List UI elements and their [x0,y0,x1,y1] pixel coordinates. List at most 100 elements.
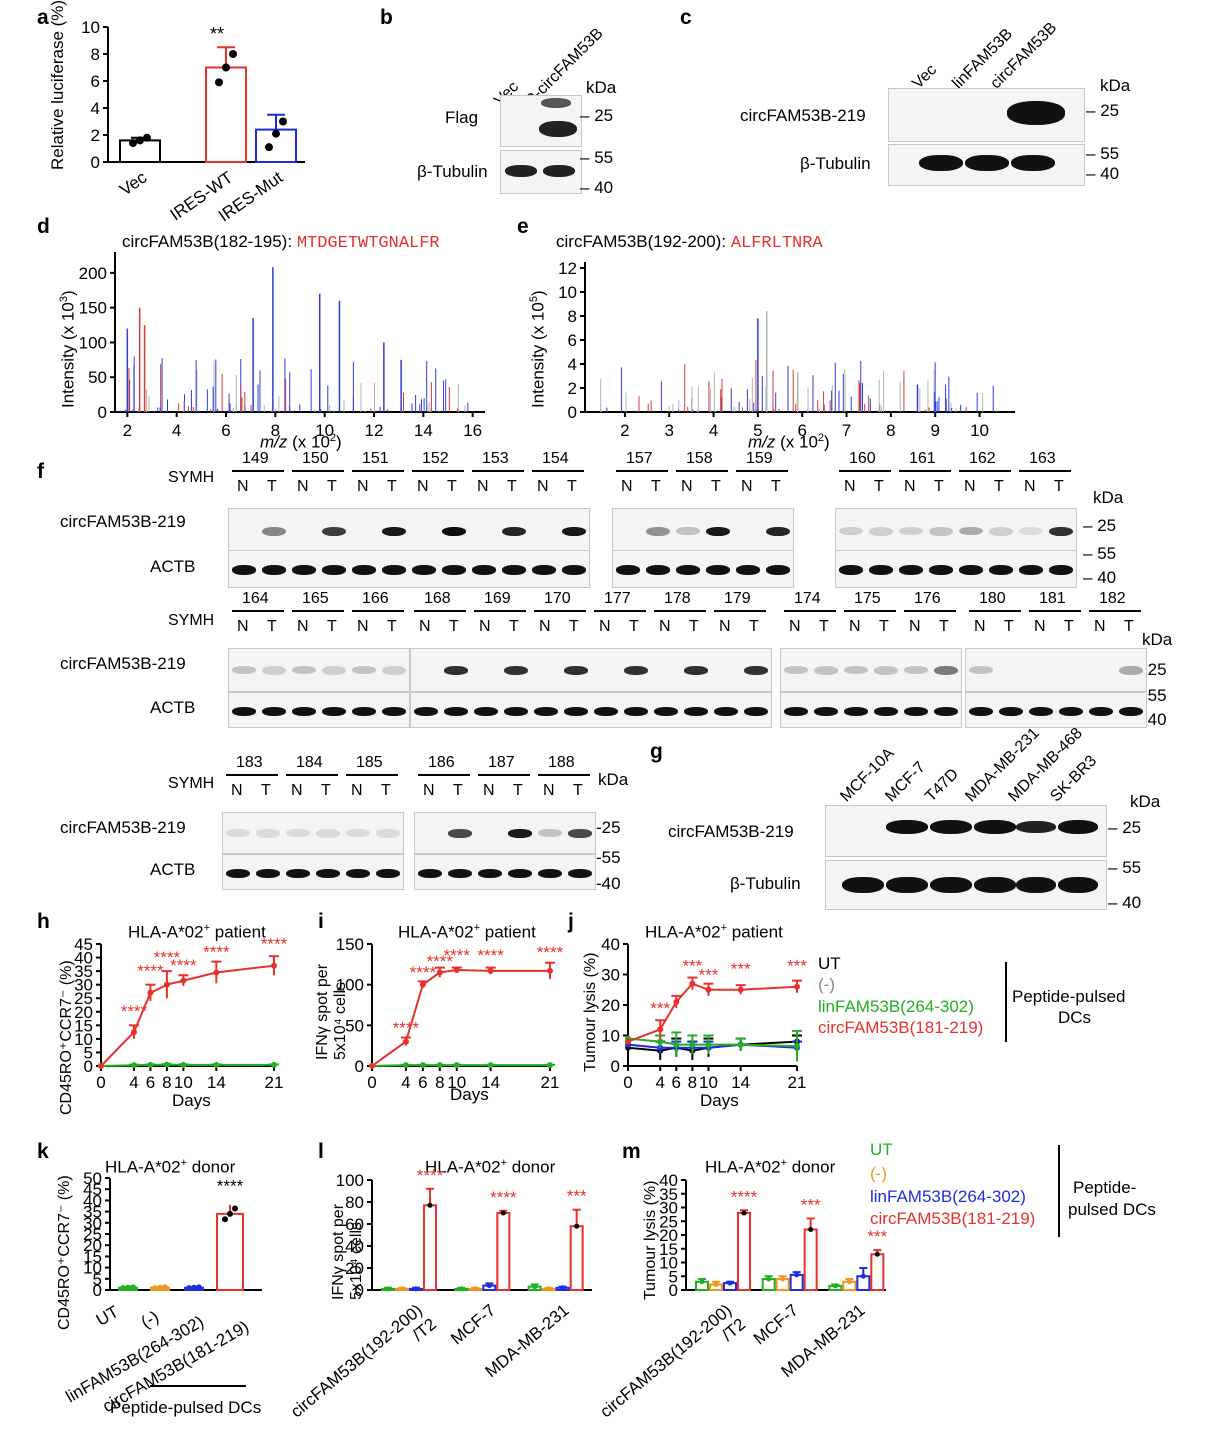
lane-group-line [532,470,584,472]
sample-id: 159 [746,450,773,467]
western-blot [612,550,794,588]
y-tick-label: 30 [659,1199,678,1218]
y-tick-label: 20 [659,1226,678,1245]
significance-label: **** [261,934,288,953]
sample-id: 157 [626,450,653,467]
significance-label: *** [801,1196,821,1215]
significance-label: **** [217,1176,244,1195]
band [1049,565,1073,576]
band [706,565,730,576]
data-point [673,998,680,1005]
data-point [625,1038,631,1045]
panel-l-title: HLA-A*02+ donor [425,1157,556,1177]
western-blot [888,88,1085,142]
band [262,565,286,576]
data-point [215,78,223,87]
marker-label: – 55 [580,148,614,167]
lane-group-line [346,774,398,776]
sample-id: 165 [302,590,329,607]
lane-group-line [226,774,278,776]
data-point [232,1205,238,1212]
data-point [222,63,230,72]
panel-k-bracket [150,1385,246,1387]
lane-n: N [1034,618,1046,635]
band [534,706,558,717]
data-point [705,986,712,993]
band [616,565,640,576]
y-tick-label: 15 [74,1016,93,1035]
band [654,706,678,717]
band [292,665,316,675]
panel-label-e: e [517,215,529,238]
panel-label-a: a [37,6,49,29]
band [1029,706,1053,717]
band [736,565,760,576]
data-point [180,977,187,984]
lane-n: N [1024,478,1036,495]
sample-id: 153 [482,450,509,467]
significance-label: **** [170,956,197,975]
sample-id: 152 [422,450,449,467]
y-tick-label: 0 [84,1057,93,1076]
panel-i-xlabel: Days [450,1085,489,1104]
band [226,829,250,837]
y-tick-label: 8 [568,307,577,326]
legend-item-neg: (-) [870,1164,887,1183]
panel-label-c: c [680,6,692,29]
significance-label: *** [787,956,807,975]
band [376,829,400,838]
band [874,665,898,676]
data-point [713,1282,719,1287]
y-tick-label: 100 [79,333,107,352]
lane-n: N [599,618,611,635]
lane-t: T [569,618,579,635]
data-point [780,1276,786,1282]
data-point [130,1029,137,1036]
lane-t: T [689,618,699,635]
x-tick-label: MCF-7 [750,1301,802,1349]
marker-label: – 55 [1083,544,1117,563]
data-point [120,1285,126,1292]
western-blot [222,854,404,890]
lane-group-line [292,610,344,612]
western-blot [835,508,1077,554]
data-point [152,1285,158,1292]
sample-id: 174 [794,590,821,607]
western-blot [228,692,410,728]
panel-j-xlabel: Days [700,1091,739,1110]
y-tick-label: 200 [79,264,107,283]
x-tick-label: 9 [930,421,939,440]
data-point [487,967,494,974]
lane-group-line [714,610,766,612]
panel-g-kda: kDa [1130,792,1161,811]
band [502,526,526,537]
band [568,829,592,838]
sample-id: 163 [1029,450,1056,467]
panel-f-kda: kDa [1142,630,1173,649]
band [999,706,1023,717]
lane-n: N [904,478,916,495]
y-tick-label: 4 [91,99,100,118]
data-point [222,1216,228,1223]
y-tick-label: 20 [74,1003,93,1022]
data-point [574,1223,580,1229]
marker-label: -55 [596,848,621,867]
western-blot [222,812,404,854]
marker-label: -40 [596,874,621,893]
lane-group-line [286,774,338,776]
lane-group-line [352,470,404,472]
panel-f-symh-label: SYMH [168,612,215,629]
lane-group-line [292,470,344,472]
lane-group-line [654,610,706,612]
lane-t: T [934,478,944,495]
sample-id: 166 [362,590,389,607]
data-point [500,1210,506,1216]
data-point [271,1061,277,1068]
western-blot [825,860,1107,910]
western-blot [780,648,962,692]
panel-b-row-tubulin: β-Tubulin [417,162,488,181]
lane-group-line [352,610,404,612]
sample-id: 185 [356,754,383,771]
